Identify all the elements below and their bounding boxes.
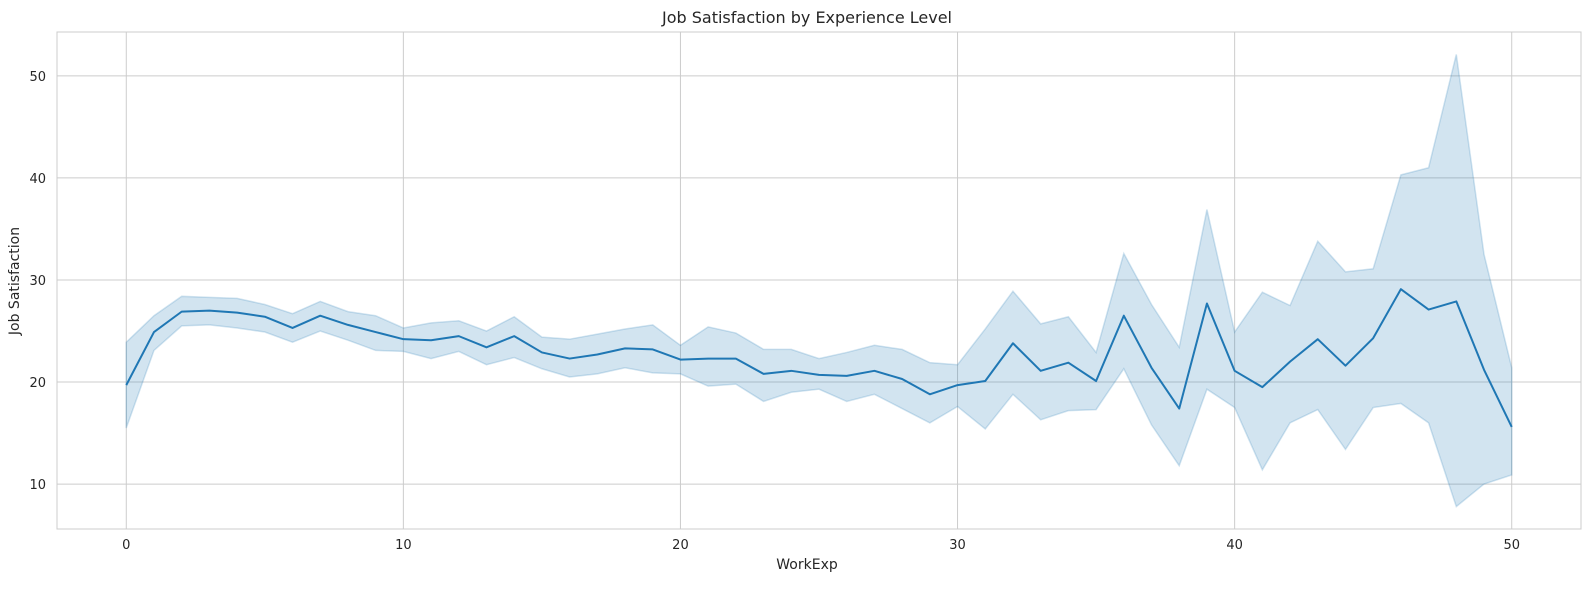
y-tick-label: 10 [29,478,46,493]
x-tick-labels: 0 10 20 30 40 50 [122,538,1520,553]
x-axis-label: WorkExp [776,557,838,573]
x-tick-label: 30 [949,538,966,553]
y-tick-label: 40 [29,172,46,187]
y-tick-label: 50 [29,70,46,85]
y-tick-label: 30 [29,274,46,289]
plot-background [57,32,1581,529]
y-axis-label: Job Satisfaction [7,227,23,336]
y-tick-labels: 10 20 30 40 50 [29,70,46,493]
y-tick-label: 20 [29,376,46,391]
series-line [125,288,1513,428]
chart-title: Job Satisfaction by Experience Level [661,8,952,27]
grid [57,32,1581,529]
x-tick-label: 50 [1503,538,1520,553]
x-tick-label: 20 [672,538,689,553]
x-tick-label: 10 [395,538,412,553]
x-tick-label: 40 [1226,538,1243,553]
confidence-band [125,54,1513,508]
plot-frame [56,31,1582,530]
x-tick-label: 0 [122,538,130,553]
